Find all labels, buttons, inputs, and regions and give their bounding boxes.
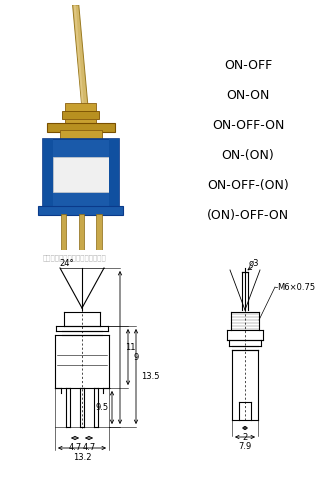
Text: 11: 11 bbox=[125, 343, 136, 352]
Text: 9: 9 bbox=[133, 353, 138, 361]
Text: M6×0.75: M6×0.75 bbox=[277, 282, 315, 292]
Bar bbox=[65, 119, 96, 125]
Text: 7.9: 7.9 bbox=[238, 442, 251, 451]
Text: ON-(ON): ON-(ON) bbox=[222, 148, 274, 162]
Text: ø3: ø3 bbox=[249, 258, 259, 268]
Bar bbox=[39, 206, 123, 215]
Bar bbox=[60, 130, 102, 139]
Text: ON-OFF-ON: ON-OFF-ON bbox=[212, 118, 284, 132]
Text: 13.5: 13.5 bbox=[141, 372, 159, 381]
Text: 4.7: 4.7 bbox=[68, 443, 82, 452]
Text: ON-OFF-(ON): ON-OFF-(ON) bbox=[207, 179, 289, 191]
Bar bbox=[79, 214, 84, 250]
Text: 13.2: 13.2 bbox=[73, 453, 91, 462]
Text: 2: 2 bbox=[242, 433, 248, 442]
Bar bbox=[65, 103, 96, 111]
Text: 4.7: 4.7 bbox=[82, 443, 96, 452]
Text: ON-OFF: ON-OFF bbox=[224, 58, 272, 72]
Bar bbox=[61, 214, 66, 250]
Bar bbox=[43, 139, 119, 208]
Bar bbox=[47, 123, 115, 132]
Text: (ON)-OFF-ON: (ON)-OFF-ON bbox=[207, 209, 289, 221]
Text: 24°: 24° bbox=[59, 258, 74, 268]
Bar bbox=[62, 111, 99, 119]
Bar bbox=[53, 157, 109, 192]
Text: 温州市鹿城区鹜明文策电子制件厂: 温州市鹿城区鹜明文策电子制件厂 bbox=[43, 255, 107, 261]
Bar bbox=[96, 214, 102, 250]
Text: 9.5: 9.5 bbox=[96, 403, 109, 412]
Bar bbox=[43, 139, 53, 208]
Polygon shape bbox=[74, 5, 84, 108]
Polygon shape bbox=[73, 5, 88, 108]
Text: ON-ON: ON-ON bbox=[226, 88, 270, 102]
Bar bbox=[109, 139, 119, 208]
